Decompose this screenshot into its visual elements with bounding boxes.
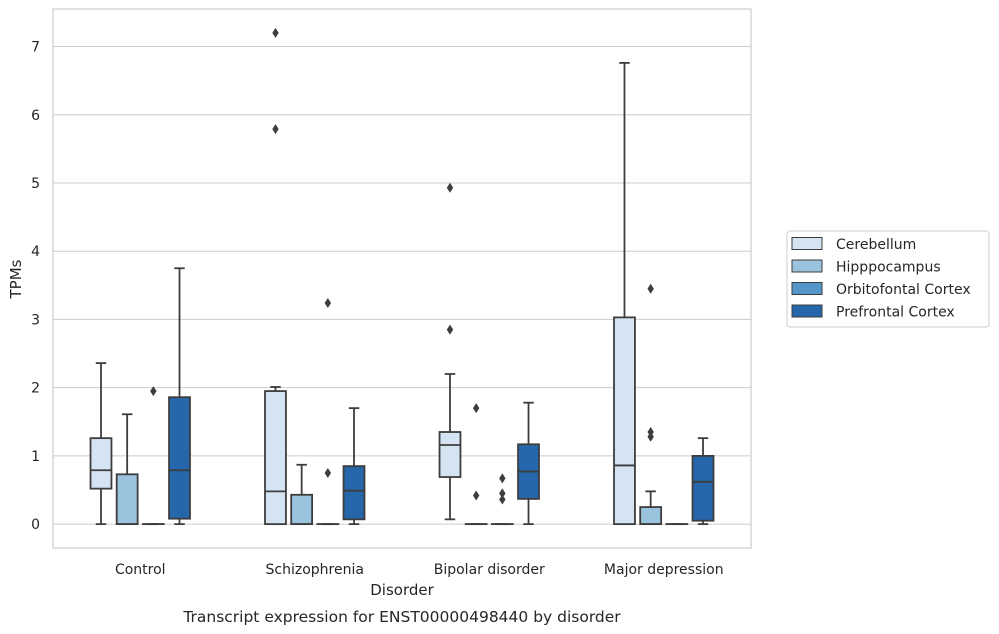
box-iqr xyxy=(342,465,366,521)
grid xyxy=(53,46,751,525)
outlier-point xyxy=(446,324,454,335)
legend-label: Prefrontal Cortex xyxy=(836,305,955,321)
x-tick-label: Major depression xyxy=(604,562,724,578)
legend-swatch xyxy=(791,304,823,318)
box-prefrontal-cortex-1 xyxy=(342,407,366,526)
box-orbitofontal-cortex-1 xyxy=(316,298,340,526)
box-iqr xyxy=(264,390,287,526)
box-orbitofontal-cortex-2 xyxy=(490,473,514,526)
legend-frame xyxy=(786,230,990,328)
x-axis-title: Disorder xyxy=(370,581,434,599)
box-cerebellum-2 xyxy=(438,182,462,521)
x-tick-labels: Control Schizophrenia Bipolar disorder Majo… xyxy=(115,562,724,578)
outlier-point xyxy=(499,488,506,499)
box-hipppocampus-2 xyxy=(464,403,488,526)
outlier-point xyxy=(499,473,506,484)
y-tick-label: 0 xyxy=(31,517,40,533)
legend-label: Hipppocampus xyxy=(836,260,941,276)
box-iqr xyxy=(438,431,462,478)
y-tick-label: 6 xyxy=(31,108,40,124)
outlier-point xyxy=(272,27,279,38)
outlier-point xyxy=(472,403,480,414)
outlier-point xyxy=(499,494,506,505)
box-iqr xyxy=(89,437,113,490)
boxes xyxy=(89,27,715,526)
legend: Cerebellum Hipppocampus Orbitofontal Corte… xyxy=(786,230,990,328)
box-orbitofontal-cortex-0 xyxy=(141,386,165,526)
box-prefrontal-cortex-3 xyxy=(691,437,715,526)
box-iqr xyxy=(691,454,715,522)
box-cerebellum-1 xyxy=(264,27,287,526)
outlier-point xyxy=(647,283,654,294)
y-axis-title: TPMs xyxy=(7,259,25,299)
box-iqr xyxy=(115,473,139,526)
outlier-point xyxy=(324,298,332,309)
y-tick-label: 5 xyxy=(31,176,40,192)
box-prefrontal-cortex-0 xyxy=(168,267,191,526)
y-tick-label: 7 xyxy=(31,40,40,56)
box-hipppocampus-1 xyxy=(290,463,314,526)
box-iqr xyxy=(639,506,663,526)
x-tick-label: Control xyxy=(115,562,166,578)
box-hipppocampus-3 xyxy=(639,283,663,526)
box-iqr xyxy=(168,396,191,520)
y-tick-labels: 0 1 2 3 4 5 6 7 xyxy=(31,40,40,534)
box-cerebellum-3 xyxy=(613,62,636,526)
y-tick-label: 4 xyxy=(31,244,40,260)
box-hipppocampus-0 xyxy=(115,413,139,526)
outlier-point xyxy=(324,467,332,478)
outlier-point xyxy=(272,124,279,135)
outlier-point xyxy=(647,427,654,438)
box-iqr xyxy=(613,316,636,526)
legend-label: Orbitofontal Cortex xyxy=(836,282,971,298)
x-tick-label: Bipolar disorder xyxy=(434,562,545,578)
outlier-point xyxy=(472,490,480,501)
y-tick-label: 3 xyxy=(31,312,40,328)
chart-caption: Transcript expression for ENST0000049844… xyxy=(182,608,621,626)
outlier-point xyxy=(446,182,454,193)
plot-frame xyxy=(52,8,752,549)
box-prefrontal-cortex-2 xyxy=(517,401,540,526)
legend-swatch xyxy=(791,282,823,295)
box-iqr xyxy=(290,493,314,526)
x-tick-label: Schizophrenia xyxy=(266,562,364,578)
outlier-point xyxy=(150,386,157,397)
y-tick-label: 2 xyxy=(31,381,40,397)
box-cerebellum-0 xyxy=(89,362,113,526)
legend-swatch xyxy=(791,259,823,273)
y-tick-label: 1 xyxy=(31,449,40,465)
legend-swatch xyxy=(791,237,823,250)
legend-label: Cerebellum xyxy=(836,237,916,253)
